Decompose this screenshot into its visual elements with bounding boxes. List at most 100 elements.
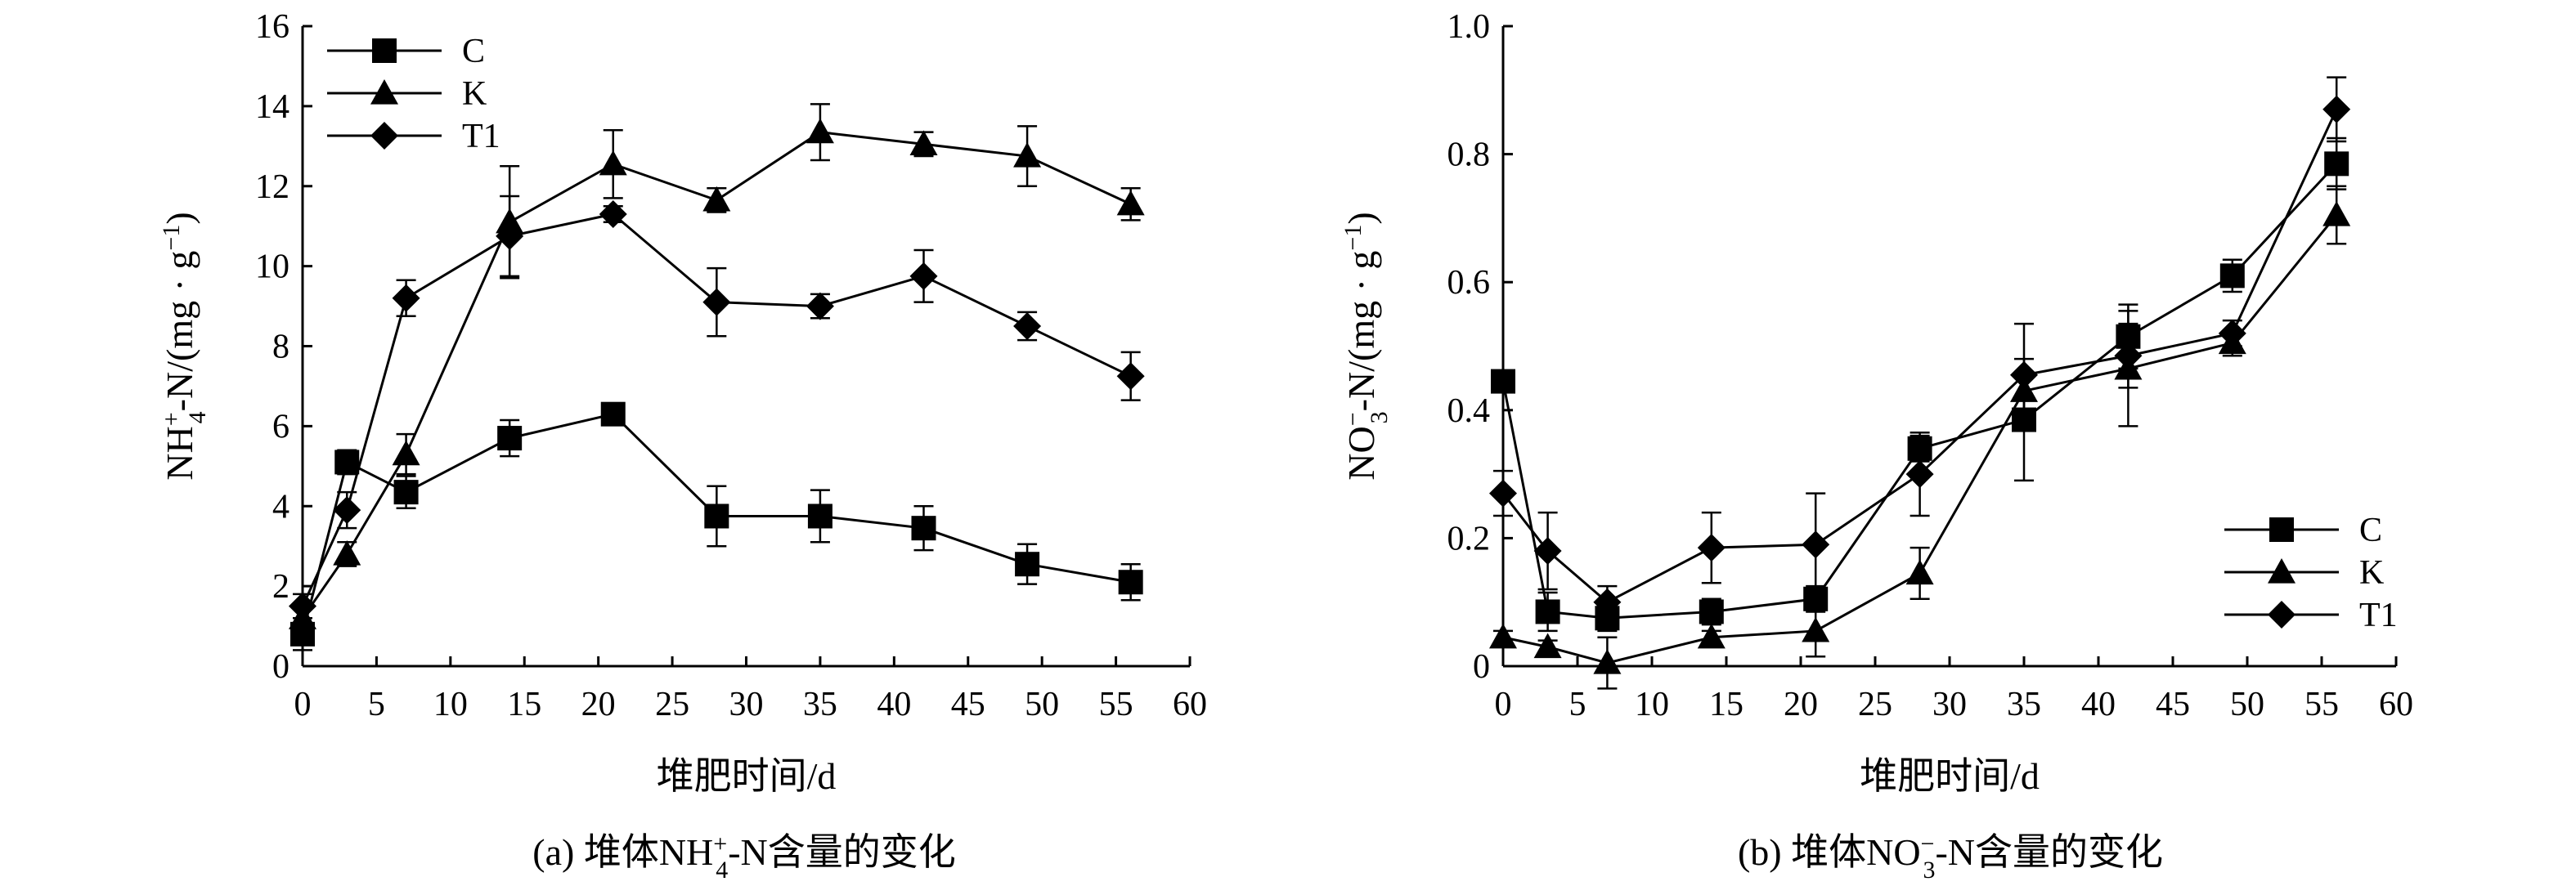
data-point-K (1905, 559, 1934, 585)
data-point-C (497, 426, 523, 451)
data-point-T1 (1802, 530, 1830, 559)
data-point-T1 (1697, 534, 1726, 562)
x-tick-label: 50 (1025, 686, 1059, 723)
data-point-K (2322, 200, 2351, 226)
legend-marker-K (370, 79, 398, 105)
series-line (301, 213, 1132, 607)
x-tick-label: 25 (1858, 686, 1892, 723)
data-point-T1 (1013, 312, 1042, 341)
data-point-K (702, 186, 731, 212)
x-tick-label: 50 (2230, 686, 2264, 723)
data-point-K (599, 150, 627, 176)
data-point-T1 (1533, 537, 1562, 566)
data-point-T1 (2218, 319, 2246, 347)
x-tick-label: 45 (2156, 686, 2190, 723)
data-point-K (333, 539, 361, 566)
data-point-T1 (1489, 479, 1517, 508)
legend-label-C: C (2359, 512, 2382, 549)
x-axis-title: 堆肥时间/d (657, 755, 837, 797)
y-tick-label: 0.4 (1447, 392, 1491, 430)
x-tick-label: 55 (1099, 686, 1133, 723)
legend-label-T1: T1 (2359, 597, 2398, 634)
panel-caption: (a) 堆体NH+ 4-N含量的变化 (532, 830, 955, 884)
data-point-C (393, 480, 419, 505)
legend-label-K: K (2359, 554, 2384, 592)
x-tick-label: 20 (581, 686, 616, 723)
y-tick-label: 0.2 (1447, 520, 1491, 557)
panel-caption: (b) 堆体NO− 3-N含量的变化 (1738, 830, 2163, 884)
x-tick-label: 15 (1709, 686, 1744, 723)
data-point-C (1118, 570, 1143, 595)
x-tick-label: 30 (1932, 686, 1967, 723)
data-point-T1 (2114, 342, 2143, 370)
x-tick-label: 20 (1784, 686, 1818, 723)
legend-label-T1: T1 (462, 118, 500, 155)
data-point-K (1697, 623, 1726, 649)
y-tick-label: 14 (255, 88, 289, 126)
y-tick-label: 0 (272, 648, 289, 686)
series-C (290, 401, 1143, 651)
x-tick-label: 15 (507, 686, 541, 723)
legend-marker-T1 (2268, 601, 2296, 629)
x-axis-title: 堆肥时间/d (1860, 755, 2040, 797)
data-point-T1 (2010, 360, 2038, 389)
legend-marker-T1 (370, 122, 398, 150)
data-point-K (806, 118, 834, 144)
series-K (289, 103, 1145, 632)
data-point-C (334, 450, 360, 475)
data-point-K (392, 440, 420, 466)
data-point-T1 (599, 200, 627, 229)
data-point-C (1699, 599, 1724, 624)
data-point-C (704, 503, 729, 529)
y-tick-label: 12 (255, 168, 289, 206)
x-tick-label: 60 (2379, 686, 2413, 723)
x-tick-label: 0 (1495, 686, 1512, 723)
series-line (301, 131, 1132, 620)
x-tick-label: 0 (294, 686, 312, 723)
data-point-T1 (702, 288, 731, 316)
y-axis-title: NH+4-N/(mg · g−1) (158, 212, 211, 480)
data-point-K (1802, 616, 1830, 642)
data-point-T1 (909, 262, 938, 290)
y-tick-label: 0.6 (1447, 264, 1491, 302)
y-tick-label: 1.0 (1447, 8, 1491, 46)
y-tick-label: 0 (1473, 648, 1490, 686)
data-point-T1 (806, 292, 834, 320)
data-point-T1 (1905, 460, 1934, 489)
legend: CK T1 (327, 33, 500, 155)
data-point-K (1116, 190, 1145, 216)
x-tick-label: 35 (2007, 686, 2041, 723)
chart-panel-a: 0 5 10 15 20 25 30 35 40 45 50 55 60 0 2 4 6 8 10 12 14 16 堆肥时… (158, 8, 1207, 884)
data-point-C (600, 401, 626, 427)
x-tick-label: 10 (433, 686, 468, 723)
y-tick-label: 6 (272, 408, 289, 445)
data-point-C (1535, 599, 1560, 624)
data-point-T1 (333, 496, 361, 525)
x-tick-label: 35 (803, 686, 837, 723)
data-point-K (1533, 633, 1562, 659)
data-point-K (1013, 142, 1042, 168)
series-line (1501, 109, 2338, 604)
data-point-C (911, 516, 936, 541)
series-line (1501, 163, 2338, 620)
y-tick-label: 0.8 (1447, 136, 1491, 174)
x-tick-label: 55 (2304, 686, 2339, 723)
data-point-C (807, 503, 832, 529)
x-tick-label: 10 (1635, 686, 1669, 723)
data-point-T1 (2322, 95, 2351, 123)
x-tick-label: 40 (877, 686, 911, 723)
data-point-C (2219, 263, 2245, 289)
series-T1 (1489, 76, 2351, 620)
x-tick-label: 60 (1173, 686, 1207, 723)
x-tick-label: 25 (655, 686, 689, 723)
data-point-T1 (392, 284, 420, 312)
series-T1 (289, 195, 1145, 620)
legend-marker-C (372, 38, 397, 63)
y-tick-label: 4 (272, 488, 289, 526)
data-point-K (1593, 649, 1622, 674)
y-tick-label: 8 (272, 329, 289, 366)
data-point-T1 (1593, 588, 1622, 616)
legend-marker-K (2268, 558, 2296, 584)
y-tick-label: 16 (255, 8, 289, 46)
